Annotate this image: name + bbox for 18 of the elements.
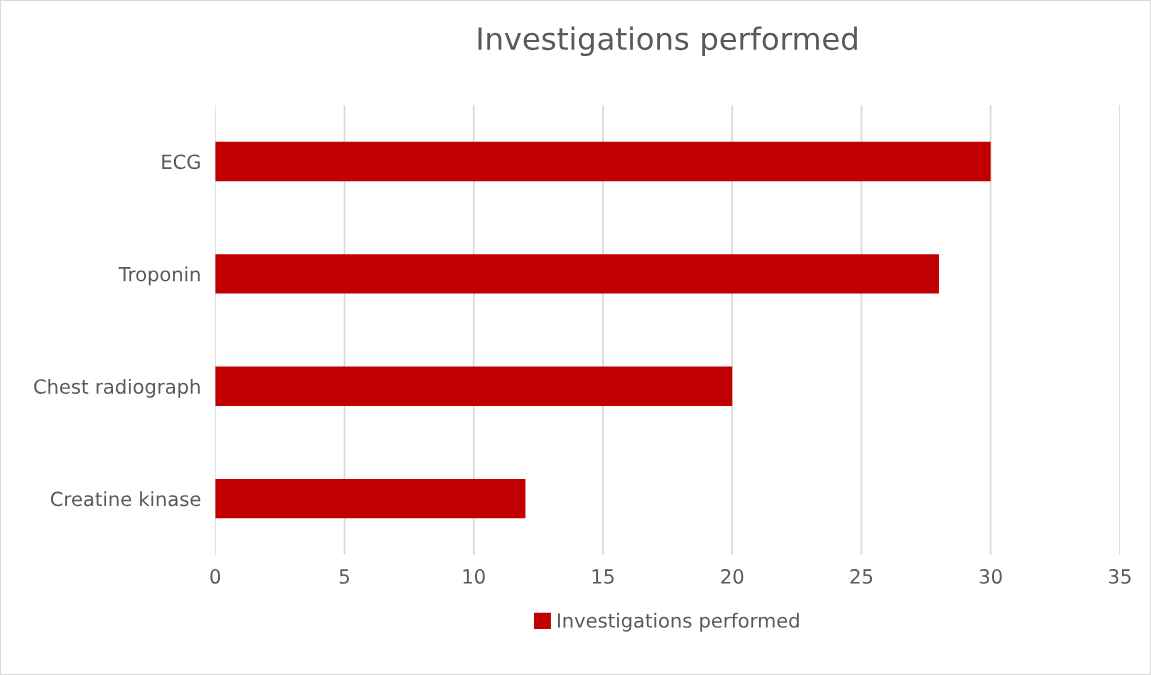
bar (215, 478, 526, 519)
bar (215, 254, 939, 294)
x-tick-label: 15 (592, 569, 614, 584)
y-tick-label: Creatine kinase (50, 491, 201, 507)
x-tick-label: 25 (850, 569, 873, 584)
bar (215, 366, 733, 406)
bar (215, 141, 991, 182)
x-tick-label: 0 (210, 569, 221, 584)
y-tick-label: ECG (162, 154, 200, 170)
x-tick-label: 20 (721, 569, 744, 584)
legend-label: Investigations performed (557, 612, 799, 632)
y-tick-label: Troponin (118, 266, 200, 286)
chart-title: Investigations performed (478, 26, 857, 57)
x-tick-label: 35 (1109, 569, 1131, 584)
x-tick-label: 10 (463, 569, 485, 584)
x-tick-label: 30 (979, 569, 1002, 584)
x-tick-label: 5 (339, 569, 349, 584)
y-tick-label: Chest radiograph (34, 378, 200, 398)
